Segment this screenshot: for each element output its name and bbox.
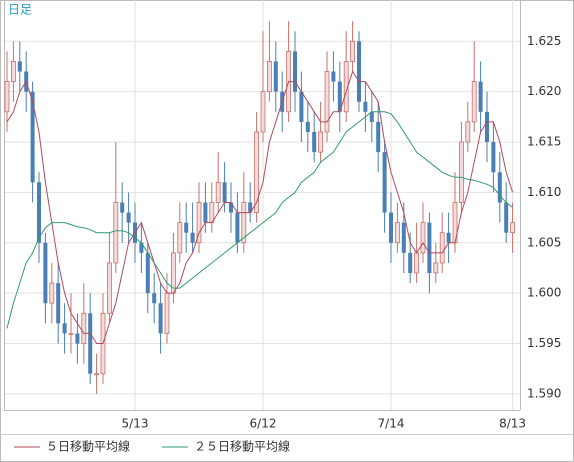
y-tick-label: 1.615 — [527, 135, 561, 149]
candle-body — [30, 91, 35, 183]
candle-body — [433, 262, 439, 274]
candle-body — [420, 222, 426, 254]
candle-body — [164, 292, 170, 334]
candle-body — [337, 81, 342, 112]
moving-average-line — [6, 111, 513, 329]
candle-body — [229, 202, 233, 213]
y-tick-label: 1.600 — [527, 286, 561, 300]
candle-body — [504, 202, 509, 233]
candle-body — [331, 71, 336, 82]
legend-label: ２５日移動平均線 — [194, 439, 290, 454]
candle-body — [62, 323, 67, 334]
candle-body — [94, 373, 99, 376]
candle-body — [427, 222, 432, 273]
candle-body — [75, 333, 80, 344]
candle-body — [37, 182, 41, 243]
candle-body — [4, 81, 10, 113]
candle-body — [266, 61, 272, 93]
candle-body — [196, 202, 202, 244]
legend-label: ５日移動平均線 — [46, 439, 130, 454]
candle-body — [235, 212, 240, 243]
candle-body — [324, 71, 330, 133]
x-tick-label: 5/13 — [122, 417, 149, 431]
candle-body — [152, 293, 157, 304]
candle-body — [510, 222, 516, 234]
y-tick-label: 1.625 — [527, 34, 561, 48]
candle-body — [248, 202, 253, 213]
candle-body — [203, 202, 208, 223]
candle-body — [382, 152, 387, 213]
candle-body — [222, 182, 227, 203]
candle-body — [10, 61, 16, 82]
candle-body — [254, 131, 260, 213]
candle-body — [497, 172, 502, 203]
y-tick-label: 1.595 — [527, 336, 561, 350]
candle-body — [120, 202, 125, 213]
candle-body — [184, 222, 189, 233]
candle-body — [471, 81, 477, 123]
candle-body — [293, 51, 297, 92]
candle-body — [491, 142, 496, 173]
candle-body — [376, 121, 381, 153]
candle-body — [485, 111, 489, 143]
y-tick-label: 1.605 — [527, 235, 561, 249]
candle-body — [357, 41, 361, 102]
candle-body — [299, 91, 304, 122]
candle-body — [394, 222, 400, 244]
candle-body — [408, 252, 413, 273]
candle-body — [465, 121, 471, 143]
chart-title: 日足 — [8, 3, 32, 17]
candle-body — [273, 61, 278, 92]
candle-body — [389, 212, 393, 243]
candle-body — [43, 242, 48, 304]
x-tick-label: 8/13 — [499, 417, 526, 431]
candle-body — [107, 262, 112, 314]
candle-body — [439, 232, 445, 264]
candle-body — [446, 232, 451, 243]
candle-body — [363, 101, 368, 112]
candle-body — [56, 283, 61, 324]
candle-body — [260, 91, 266, 133]
candle-body — [139, 242, 144, 253]
y-tick-label: 1.610 — [527, 185, 561, 199]
candle-body — [113, 202, 119, 264]
candle-body — [215, 181, 221, 203]
candle-body — [318, 131, 324, 153]
candle-body — [145, 252, 150, 294]
candle-body — [401, 222, 406, 253]
candle-body — [478, 81, 483, 112]
candle-body — [68, 333, 74, 335]
x-tick-label: 6/12 — [250, 417, 277, 431]
candle-body — [126, 212, 131, 223]
candle-body — [158, 303, 163, 334]
candle-body — [414, 252, 420, 274]
candle-body — [458, 141, 464, 203]
candle-body — [17, 61, 22, 72]
candle-body — [49, 282, 55, 304]
candle-body — [350, 40, 356, 62]
moving-average-line — [6, 70, 514, 344]
x-tick-label: 7/14 — [378, 417, 405, 431]
candle-body — [177, 222, 183, 254]
candle-body — [241, 202, 247, 244]
candle-body — [305, 121, 310, 132]
y-tick-label: 1.620 — [527, 84, 561, 98]
y-tick-label: 1.590 — [527, 386, 561, 400]
candle-body — [312, 131, 317, 153]
candle-body — [190, 232, 195, 243]
candle-body — [369, 111, 374, 122]
candle-body — [81, 312, 87, 344]
candle-body — [88, 313, 93, 374]
